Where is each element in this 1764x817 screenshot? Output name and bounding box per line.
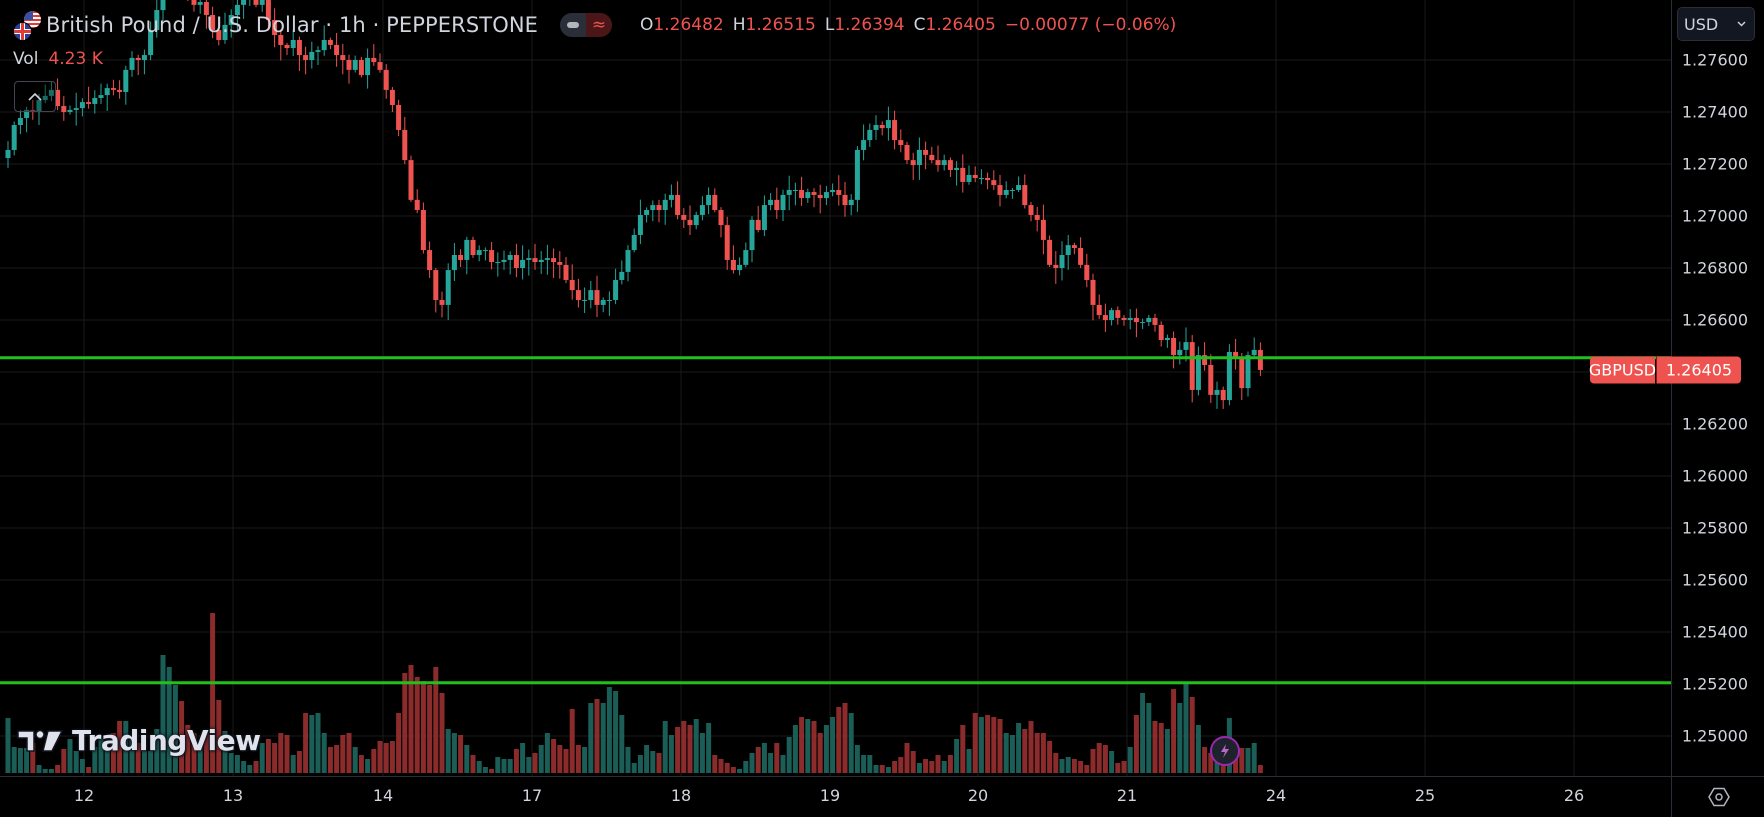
price-tag-value: 1.26405 [1656,356,1741,384]
price-tag-symbol: GBPUSD [1589,356,1656,384]
currency-selector[interactable]: USD [1677,7,1755,41]
market-closed-icon [560,13,587,37]
high-key: H [732,15,746,35]
volume-bars [5,613,1263,773]
low-key: L [824,15,835,35]
price-axis-label: 1.27000 [1681,206,1748,226]
price-axis-label: 1.25000 [1681,726,1748,746]
price-axis-label: 1.25600 [1681,570,1748,590]
price-axis-label: 1.25200 [1681,674,1748,694]
close-value: 1.26405 [925,15,996,35]
tradingview-logo-icon [17,729,64,752]
symbol-legend: British Pound / U.S. Dollar · 1h · PEPPE… [12,10,1176,41]
volume-legend[interactable]: Vol 4.23 K [13,49,103,69]
chart-settings-button[interactable] [1671,777,1764,817]
price-axis-label: 1.26200 [1681,414,1748,434]
uk-flag-icon [13,22,32,41]
symbol-title[interactable]: British Pound / U.S. Dollar · 1h · PEPPE… [46,13,539,37]
time-axis-label: 20 [967,786,989,805]
price-axis-label: 1.25400 [1681,622,1748,642]
time-axis-label: 21 [1116,786,1138,805]
last-price-tag: GBPUSD 1.26405 [1589,356,1741,384]
close-key: C [913,15,926,35]
time-axis-label: 24 [1265,786,1287,805]
low-value: 1.26394 [834,15,905,35]
alert-bolt-button[interactable] [1210,736,1240,766]
price-axis-label: 1.26000 [1681,466,1748,486]
time-axis-label: 18 [670,786,692,805]
currency-flags [12,10,42,41]
price-axis-label: 1.26600 [1681,310,1748,330]
settings-hex-icon [1707,787,1730,807]
price-axis-label: 1.26800 [1681,258,1748,278]
market-status-pill[interactable]: ≈ [560,13,613,37]
approx-icon: ≈ [586,13,613,37]
time-axis-label: 19 [819,786,841,805]
time-axis-label: 13 [222,786,244,805]
price-axis-label: 1.27600 [1681,50,1748,70]
open-value: 1.26482 [653,15,724,35]
collapse-legend-button[interactable] [14,81,56,112]
candles [5,0,1263,409]
tradingview-watermark[interactable]: TradingView [16,724,261,757]
open-key: O [640,15,654,35]
chevron-up-icon [28,92,42,101]
time-axis-label: 14 [372,786,394,805]
time-axis-label: 17 [521,786,543,805]
time-axis-label: 12 [73,786,95,805]
lightning-icon [1221,744,1229,758]
chevron-down-icon [1737,21,1746,27]
volume-label: Vol [13,49,39,69]
price-change: −0.00077 (−0.06%) [1004,15,1177,35]
time-axis[interactable]: 12 13 14 17 18 19 20 21 24 25 26 [0,776,1764,817]
tradingview-wordmark: TradingView [72,724,261,757]
time-axis-label: 26 [1563,786,1585,805]
grid [0,0,1671,776]
price-axis-label: 1.27400 [1681,102,1748,122]
price-axis-label: 1.25800 [1681,518,1748,538]
time-axis-label: 25 [1414,786,1436,805]
price-axis-label: 1.27200 [1681,154,1748,174]
high-value: 1.26515 [745,15,816,35]
price-axis[interactable]: 1.27600 1.27400 1.27200 1.27000 1.26800 1.266… [1671,0,1764,776]
volume-value: 4.23 K [48,49,103,69]
ohlc-values: O1.26482 H1.26515 L1.26394 C1.26405 −0.0… [640,15,1176,35]
currency-value: USD [1684,14,1719,34]
